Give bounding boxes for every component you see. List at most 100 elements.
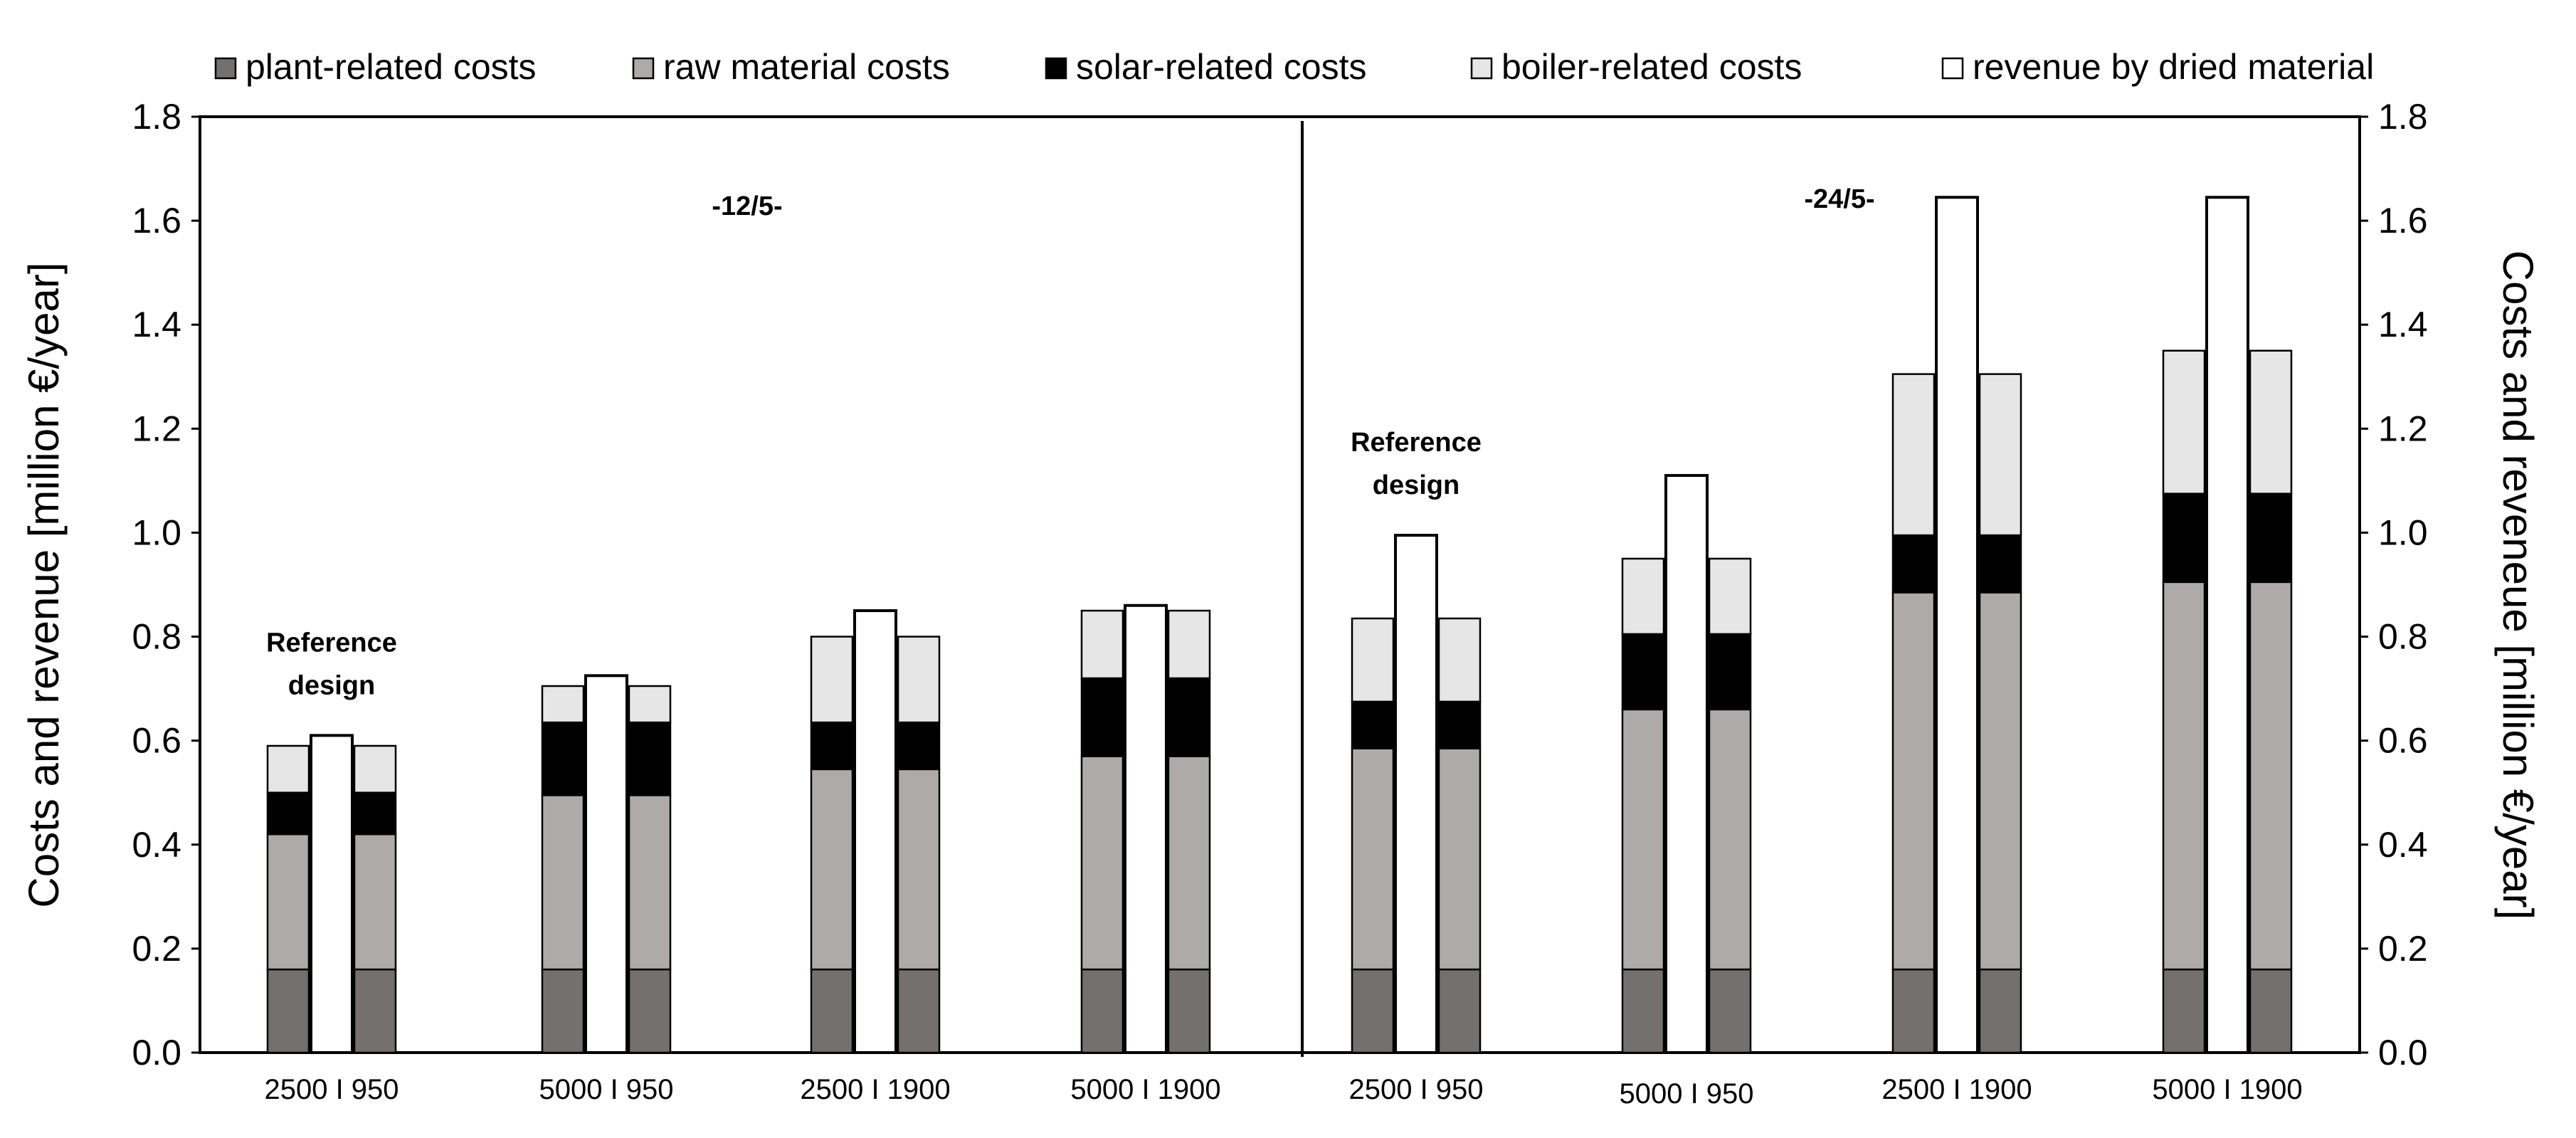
y-tick-label-right: 0.6	[2378, 721, 2428, 761]
bar-raw-right-4	[1437, 747, 1482, 971]
y-tick-label-right: 1.0	[2378, 512, 2428, 552]
bar-revenue-5	[1664, 474, 1709, 1054]
y-tick-label-right: 1.4	[2378, 305, 2428, 344]
bar-raw-right-1	[628, 794, 672, 971]
bar-raw-left-2	[810, 768, 854, 971]
category-label-7: 5000 I 1900	[2152, 1074, 2302, 1105]
annotation-reference-design-1: design	[1373, 470, 1459, 500]
bar-solar-left-7	[2162, 492, 2206, 584]
bar-boiler-left-1	[541, 685, 585, 724]
bar-revenue-2	[853, 609, 897, 1054]
bar-solar-left-2	[810, 721, 854, 771]
bar-boiler-right-2	[897, 636, 941, 724]
category-label-3: 5000 I 1900	[1070, 1074, 1220, 1105]
bar-plant-right-7	[2249, 968, 2293, 1054]
category-label-0: 2500 I 950	[264, 1074, 398, 1105]
bar-boiler-right-0	[353, 744, 397, 794]
bar-plant-left-5	[1621, 968, 1665, 1054]
bar-solar-left-0	[266, 791, 310, 836]
plot-frame	[199, 115, 2361, 1054]
bar-solar-right-2	[897, 721, 941, 771]
bar-raw-left-7	[2162, 581, 2206, 971]
y-tick-label-left: 0.0	[132, 1033, 181, 1073]
bar-plant-left-6	[1891, 968, 1936, 1054]
bar-solar-right-1	[628, 721, 672, 796]
bar-revenue-7	[2205, 196, 2249, 1055]
bar-raw-right-6	[1978, 591, 2022, 971]
bar-raw-left-5	[1621, 708, 1665, 971]
legend-label-plant: plant-related costs	[246, 47, 537, 87]
bar-raw-left-6	[1891, 591, 1936, 971]
bar-plant-left-2	[810, 968, 854, 1054]
bar-boiler-left-3	[1080, 609, 1124, 680]
bar-plant-right-3	[1167, 968, 1211, 1054]
x-axis-categories: 2500 I 950 5000 I 950 2500 I 1900 5000 I 19…	[264, 1074, 2302, 1110]
bar-boiler-right-4	[1437, 617, 1482, 703]
bar-plant-right-2	[897, 968, 941, 1054]
bar-revenue-4	[1394, 534, 1438, 1054]
y-axis-right-ticks: 0.0 0.2 0.4 0.6 0.8 1.0 1.2 1.4 1.6 1.8	[2360, 97, 2428, 1073]
y-tick-label-right: 1.8	[2378, 97, 2428, 137]
bar-solar-left-1	[541, 721, 585, 796]
bar-plant-right-0	[353, 968, 397, 1054]
bar-raw-right-2	[897, 768, 941, 971]
bar-plant-left-7	[2162, 968, 2206, 1054]
bar-raw-right-7	[2249, 581, 2293, 971]
y-tick-label-left: 1.0	[132, 512, 181, 552]
bar-plant-left-4	[1351, 968, 1395, 1054]
category-label-4: 2500 I 950	[1348, 1074, 1483, 1105]
bar-boiler-right-7	[2249, 349, 2293, 495]
y-tick-label-right: 0.2	[2378, 929, 2428, 969]
bar-boiler-right-6	[1978, 373, 2022, 537]
y-tick-label-left: 0.4	[132, 825, 181, 865]
legend-label-solar: solar-related costs	[1076, 47, 1367, 87]
y-tick-label-right: 0.8	[2378, 617, 2428, 657]
bar-raw-right-3	[1167, 755, 1211, 971]
category-label-5: 5000 I 950	[1619, 1078, 1753, 1110]
bar-boiler-left-7	[2162, 349, 2206, 495]
bar-plant-left-1	[541, 968, 585, 1054]
legend-label-raw: raw material costs	[663, 47, 950, 87]
bar-raw-right-5	[1708, 708, 1752, 971]
bar-plant-left-0	[266, 968, 310, 1054]
y-tick-label-right: 1.2	[2378, 409, 2428, 448]
legend-swatch-raw	[632, 57, 655, 80]
bar-solar-left-6	[1891, 534, 1936, 594]
annotation-reference-design-0: Reference	[266, 628, 397, 658]
bar-solar-right-6	[1978, 534, 2022, 594]
bar-solar-right-3	[1167, 677, 1211, 757]
bar-boiler-left-6	[1891, 373, 1936, 537]
legend-swatch-revenue	[1941, 57, 1964, 80]
bar-plant-right-1	[628, 968, 672, 1054]
y-tick-label-left: 0.8	[132, 617, 181, 657]
category-label-2: 2500 I 1900	[800, 1074, 950, 1105]
bar-plant-left-3	[1080, 968, 1124, 1054]
y-tick-label-left: 1.4	[132, 305, 181, 344]
annotation-reference-design-1: Reference	[1351, 428, 1482, 458]
bar-boiler-right-5	[1708, 557, 1752, 636]
y-tick-label-left: 1.6	[132, 201, 181, 241]
category-label-1: 5000 I 950	[539, 1074, 673, 1105]
bar-revenue-3	[1124, 604, 1168, 1054]
legend: plant-related costs raw material costs sol…	[214, 47, 2374, 87]
y-tick-label-left: 0.6	[132, 721, 181, 761]
panel-label-24-5: -24/5-	[1804, 184, 1874, 214]
y-axis-left-ticks: 0.0 0.2 0.4 0.6 0.8 1.0 1.2 1.4 1.6 1.8	[132, 97, 200, 1073]
bar-solar-right-7	[2249, 492, 2293, 584]
bar-solar-left-4	[1351, 700, 1395, 749]
category-label-6: 2500 I 1900	[1881, 1074, 2032, 1105]
legend-label-boiler: boiler-related costs	[1501, 47, 1802, 87]
bar-solar-right-4	[1437, 700, 1482, 749]
axes	[199, 115, 2361, 1057]
legend-swatch-plant	[214, 57, 237, 80]
bar-plant-right-5	[1708, 968, 1752, 1054]
bar-solar-left-3	[1080, 677, 1124, 757]
bar-plant-right-4	[1437, 968, 1482, 1054]
panel-label-12-5: -12/5-	[712, 191, 782, 221]
y-tick-label-left: 1.8	[132, 97, 181, 137]
bar-solar-right-5	[1708, 633, 1752, 711]
annotation-reference-design-0: design	[288, 670, 375, 700]
bar-revenue-0	[310, 734, 354, 1054]
y-axis-title-left: Costs and revenue [million €/year]	[20, 262, 68, 907]
